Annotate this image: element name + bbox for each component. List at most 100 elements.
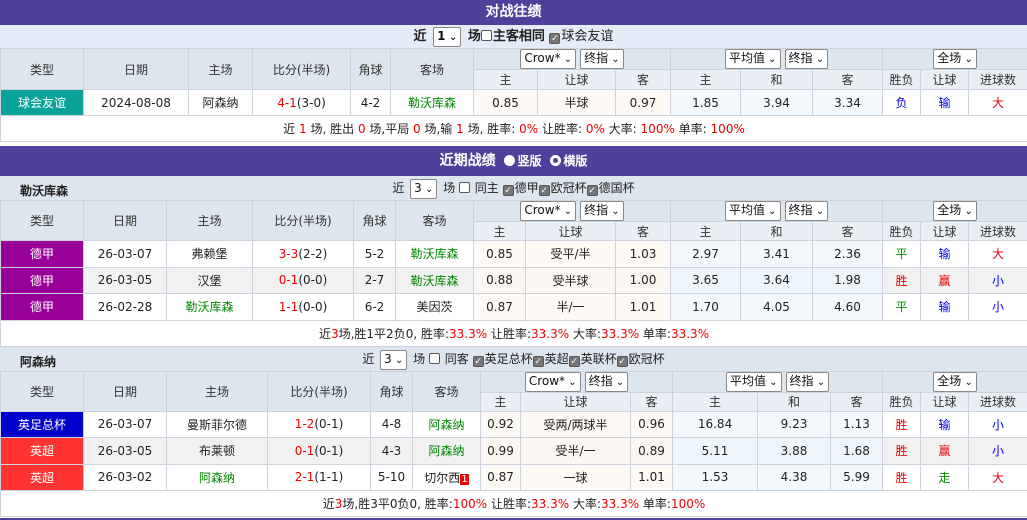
away-team[interactable]: 阿森纳 [413, 438, 481, 465]
home-team[interactable]: 布莱顿 [167, 438, 268, 465]
summary-segment: 场, 胜率: [464, 122, 519, 136]
match-type[interactable]: 德甲 [1, 294, 84, 321]
match-type[interactable]: 英超 [1, 464, 84, 491]
summary-segment: 近 [283, 122, 299, 136]
summary-segment: 100% [671, 497, 705, 511]
away-team[interactable]: 勒沃库森 [396, 267, 474, 294]
date-header: 日期 [84, 201, 167, 241]
period-select[interactable]: 全场 [933, 372, 977, 392]
match-type[interactable]: 德甲 [1, 267, 84, 294]
away-team[interactable]: 切尔西1 [413, 464, 481, 491]
summary-row: 近3场,胜1平2负0, 胜率:33.3% 让胜率:33.3% 大率:33.3% … [1, 320, 1027, 346]
match-type[interactable]: 球会友谊 [1, 90, 84, 116]
half-score: (0-1) [314, 444, 343, 458]
score-header: 比分(半场) [253, 49, 351, 90]
home-team[interactable]: 阿森纳 [167, 464, 268, 491]
horizontal-radio[interactable] [550, 155, 561, 166]
average-select[interactable]: 平均值 [726, 372, 782, 392]
ah-line: 半/一 [526, 294, 616, 321]
score[interactable]: 4-1(3-0) [253, 90, 351, 116]
corner-header: 角球 [351, 49, 391, 90]
count-select[interactable]: 3 [380, 350, 407, 370]
win-loss: 胜 [883, 464, 921, 491]
half-score: (0-1) [314, 417, 343, 431]
same-home-checkbox[interactable] [481, 30, 492, 41]
company-select[interactable]: Crow* [520, 201, 576, 221]
league-label: 英足总杯 [485, 352, 533, 366]
league-checkbox[interactable] [569, 356, 580, 367]
eu-home-header: 主 [671, 222, 741, 241]
league-label: 英联杯 [581, 352, 617, 366]
score[interactable]: 0-1(0-0) [253, 267, 354, 294]
period-select[interactable]: 全场 [933, 201, 977, 221]
average-select[interactable]: 平均值 [725, 49, 781, 69]
home-team[interactable]: 弗赖堡 [167, 241, 253, 268]
home-team[interactable]: 汉堡 [167, 267, 253, 294]
unit-label: 场 [439, 181, 459, 195]
period-selector: 全场 [883, 201, 1027, 222]
eu-home-odds: 3.65 [671, 267, 741, 294]
odds-kind-select[interactable]: 终指 [785, 49, 829, 69]
corners: 5-10 [371, 464, 413, 491]
eu-draw-header: 和 [758, 392, 831, 411]
ah-line-header: 让球 [526, 222, 616, 241]
odds-kind-select[interactable]: 终指 [786, 372, 830, 392]
ah-line: 受平/半 [526, 241, 616, 268]
away-team[interactable]: 美因茨 [396, 294, 474, 321]
count-select[interactable]: 3 [410, 179, 437, 199]
match-type[interactable]: 英超 [1, 438, 84, 465]
score[interactable]: 3-3(2-2) [253, 241, 354, 268]
odds-kind-select[interactable]: 终指 [580, 49, 624, 69]
league-checkbox[interactable] [503, 185, 514, 196]
same-checkbox[interactable] [459, 182, 470, 193]
period-selector: 全场 [883, 49, 1027, 70]
away-team[interactable]: 阿森纳 [413, 411, 481, 438]
summary-segment: 单率: [639, 497, 671, 511]
odds-kind-select[interactable]: 终指 [585, 372, 629, 392]
recent-title-bar: 近期战绩 竖版 横版 [0, 146, 1027, 176]
team-name: 勒沃库森 [20, 182, 68, 199]
date-header: 日期 [84, 371, 167, 411]
score[interactable]: 1-2(0-1) [268, 411, 371, 438]
score[interactable]: 1-1(0-0) [253, 294, 354, 321]
over-under: 小 [969, 267, 1027, 294]
away-team[interactable]: 勒沃库森 [396, 241, 474, 268]
score[interactable]: 2-1(1-1) [268, 464, 371, 491]
home-team[interactable]: 阿森纳 [189, 90, 253, 116]
eu-away-odds: 1.13 [831, 411, 883, 438]
period-select[interactable]: 全场 [933, 49, 977, 69]
same-checkbox[interactable] [429, 353, 440, 364]
away-team[interactable]: 勒沃库森 [391, 90, 474, 116]
summary-text: 近3场,胜1平2负0, 胜率:33.3% 让胜率:33.3% 大率:33.3% … [1, 320, 1027, 346]
league-checkbox[interactable] [549, 33, 560, 44]
match-type[interactable]: 德甲 [1, 241, 84, 268]
eu-home-odds: 1.85 [671, 90, 741, 116]
match-type[interactable]: 英足总杯 [1, 411, 84, 438]
win-loss: 平 [883, 294, 921, 321]
summary-row: 近 1 场, 胜出 0 场,平局 0 场,输 1 场, 胜率: 0% 让胜率: … [1, 116, 1027, 142]
asian-odds-selectors: Crow*终指 [481, 371, 673, 392]
vertical-radio[interactable] [504, 155, 515, 166]
home-team[interactable]: 曼斯菲尔德 [167, 411, 268, 438]
eu-away-odds: 4.60 [813, 294, 883, 321]
league-checkbox[interactable] [473, 356, 484, 367]
company-select[interactable]: Crow* [525, 372, 581, 392]
league-checkbox[interactable] [587, 185, 598, 196]
company-select[interactable]: Crow* [520, 49, 576, 69]
away-header: 客场 [413, 371, 481, 411]
league-checkbox[interactable] [533, 356, 544, 367]
type-header: 类型 [1, 201, 84, 241]
average-select[interactable]: 平均值 [725, 201, 781, 221]
odds-kind-select[interactable]: 终指 [580, 201, 624, 221]
score[interactable]: 0-1(0-1) [268, 438, 371, 465]
league-checkbox[interactable] [617, 356, 628, 367]
count-select[interactable]: 1 [433, 27, 461, 47]
home-team[interactable]: 勒沃库森 [167, 294, 253, 321]
league-checkbox[interactable] [539, 185, 550, 196]
summary-segment: 场, 胜出 [307, 122, 358, 136]
odds-kind-select[interactable]: 终指 [785, 201, 829, 221]
ah-line-header: 让球 [521, 392, 631, 411]
over-under: 小 [969, 411, 1027, 438]
